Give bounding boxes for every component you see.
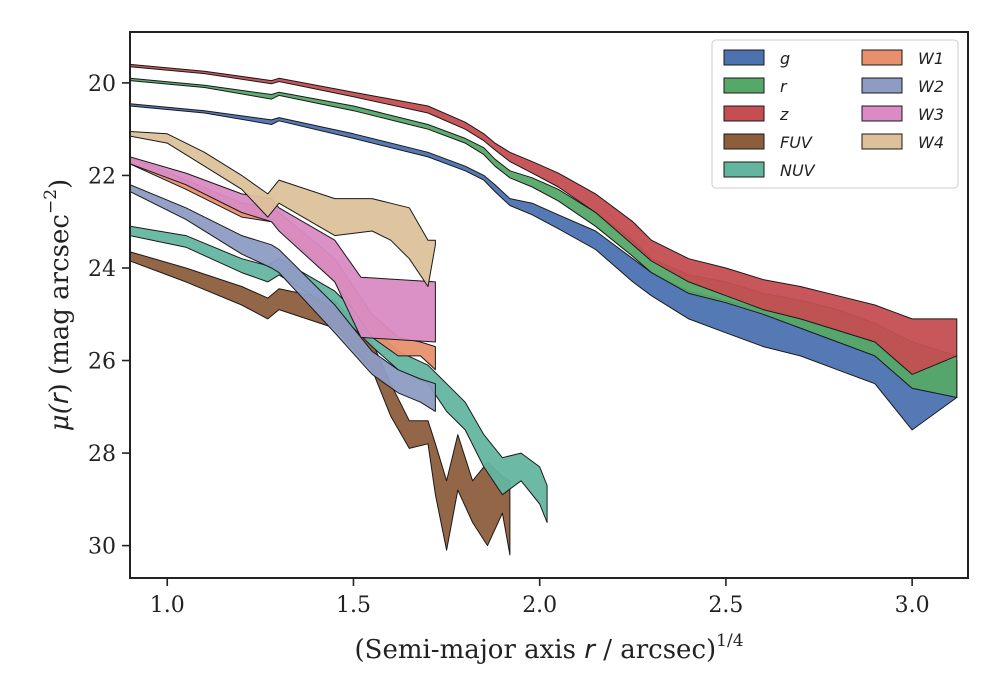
x-tick-label: 1.0 [150, 593, 185, 618]
y-tick-label: 28 [88, 442, 116, 467]
legend-swatch-z [723, 105, 765, 122]
legend-label-z: z [779, 105, 789, 124]
y-tick-label: 20 [88, 72, 116, 97]
legend-label-g: g [780, 49, 790, 68]
legend-label-w1: W1 [918, 49, 944, 68]
legend-swatch-nuv [723, 161, 765, 178]
legend-label-r: r [780, 77, 788, 96]
x-tick-label: 2.5 [708, 593, 743, 618]
series-band-w4 [130, 131, 436, 287]
legend-swatch-w3 [861, 105, 903, 122]
x-axis-title: (Semi-major axis r / arcsec)1/4 [354, 631, 743, 665]
y-tick-label: 30 [88, 535, 116, 560]
series-band-r [130, 77, 958, 398]
x-axis-ticks: 1.0 1.5 2.0 2.5 3.0 [150, 578, 930, 618]
legend-label-w3: W3 [918, 105, 944, 124]
legend-swatch-w2 [861, 77, 903, 94]
legend-swatch-w4 [861, 133, 903, 150]
y-axis-title: μ(r) (mag arcsec−2) [41, 179, 75, 431]
legend-box [711, 39, 959, 189]
y-tick-label: 24 [88, 257, 116, 282]
legend: grz FUV NUV W1 W2 W3 W4 [711, 39, 959, 189]
y-tick-label: 26 [88, 350, 116, 375]
plot-frame [129, 31, 969, 579]
legend-label-nuv: NUV [780, 161, 816, 180]
series-band-z [130, 63, 958, 375]
x-tick-label: 3.0 [895, 593, 930, 618]
series-layer [130, 63, 958, 556]
legend-label-fuv: FUV [780, 133, 813, 152]
legend-swatch-r [723, 77, 765, 94]
series-band-w2 [130, 184, 436, 412]
legend-label-w2: W2 [918, 77, 944, 96]
y-tick-label: 22 [88, 164, 116, 189]
legend-swatch-fuv [723, 133, 765, 150]
y-axis-ticks: 20 22 24 26 28 30 [88, 72, 130, 560]
legend-label-w4: W4 [918, 133, 944, 152]
legend-swatch-g [723, 49, 765, 66]
legend-swatch-w1 [861, 49, 903, 66]
x-tick-label: 2.0 [522, 593, 557, 618]
x-tick-label: 1.5 [336, 593, 371, 618]
